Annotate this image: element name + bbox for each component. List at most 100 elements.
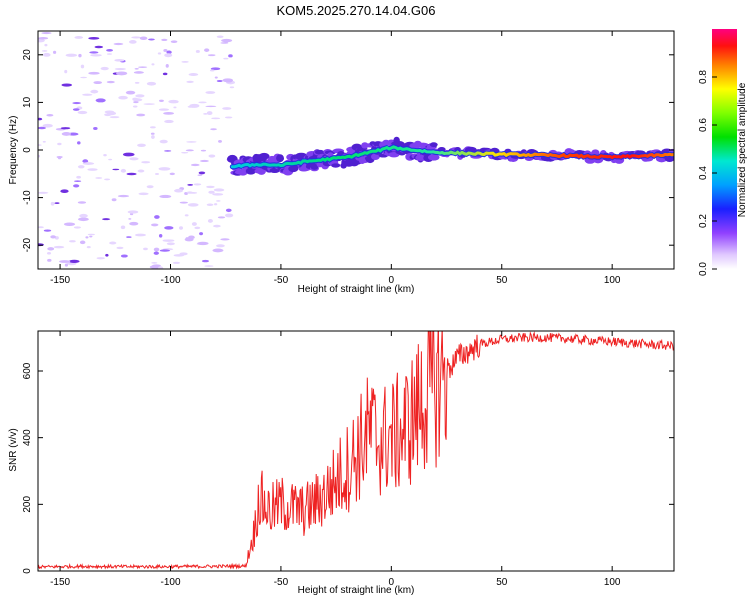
noise-blob [105, 253, 109, 257]
noise-blob [200, 149, 207, 152]
y-tick-label: 0 [22, 568, 33, 574]
noise-blob [216, 200, 221, 202]
noise-blob [172, 261, 181, 264]
noise-blob [64, 69, 68, 74]
noise-blob [127, 210, 139, 214]
noise-blob [163, 48, 168, 52]
noise-blob [154, 215, 160, 219]
noise-blob [191, 222, 197, 226]
noise-blob [73, 226, 81, 229]
signal-halo [427, 154, 440, 161]
signal-halo [331, 163, 341, 168]
noise-blob [190, 163, 200, 167]
noise-blob [88, 71, 100, 75]
noise-blob [68, 259, 80, 263]
noise-blob [126, 236, 132, 238]
noise-blob [77, 110, 88, 115]
noise-blob [100, 66, 109, 71]
noise-blob [116, 246, 124, 250]
noise-blob [214, 76, 218, 79]
noise-blob [61, 132, 72, 136]
noise-blob [72, 108, 80, 111]
noise-blob [95, 177, 103, 179]
noise-blob [50, 201, 55, 206]
x-tick-label: 100 [604, 275, 621, 286]
noise-blob [126, 172, 137, 176]
noise-blob [150, 132, 155, 135]
noise-blob [203, 113, 208, 115]
noise-blob [179, 226, 183, 230]
noise-blob [207, 54, 216, 57]
snr-ylabel: SNR (v/v) [8, 428, 19, 471]
noise-blob [107, 111, 117, 116]
noise-blob [38, 38, 45, 43]
noise-blob [224, 116, 233, 119]
noise-blob [184, 214, 189, 217]
noise-blob [82, 162, 95, 165]
x-tick-label: 100 [604, 577, 621, 588]
noise-blob [168, 99, 179, 104]
noise-blob [96, 257, 105, 260]
noise-blob [78, 217, 89, 222]
noise-blob [229, 86, 235, 89]
noise-blob [158, 266, 164, 269]
x-tick-label: -150 [50, 577, 70, 588]
colorbar-tick-label: 0.2 [698, 214, 709, 228]
noise-blob [103, 154, 107, 157]
noise-blob [59, 260, 71, 263]
noise-blob [85, 236, 89, 239]
noise-blob [204, 48, 210, 52]
noise-blob [137, 143, 146, 147]
noise-blob [57, 156, 62, 160]
noise-blob [150, 223, 159, 227]
noise-blob [187, 184, 194, 186]
noise-blob [162, 72, 168, 76]
noise-blob [60, 127, 71, 130]
noise-blob [208, 190, 215, 194]
x-tick-label: 0 [389, 275, 395, 286]
noise-blob [136, 113, 146, 117]
noise-blob [57, 142, 62, 146]
noise-blob [186, 191, 194, 194]
noise-blob [154, 172, 160, 175]
noise-blob [197, 174, 203, 176]
noise-blob [148, 38, 155, 41]
signal-halo [361, 142, 369, 149]
noise-blob [133, 71, 144, 74]
noise-blob [38, 191, 49, 194]
spectrogram-xlabel: Height of straight line (km) [298, 284, 415, 295]
y-tick-label: 200 [22, 496, 33, 513]
noise-blob [137, 169, 145, 173]
noise-blob [205, 105, 217, 108]
noise-blob [164, 150, 172, 152]
noise-blob [211, 117, 221, 120]
spectrogram-content [38, 32, 674, 269]
noise-blob [164, 226, 174, 230]
noise-blob [210, 128, 217, 131]
noise-blob [38, 36, 49, 40]
x-tick-label: -100 [160, 577, 180, 588]
noise-blob [151, 262, 158, 264]
noise-blob [188, 73, 199, 76]
noise-blob [143, 103, 155, 105]
noise-blob [104, 178, 111, 181]
noise-blob [41, 50, 48, 52]
noise-blob [162, 239, 175, 242]
noise-blob [213, 224, 221, 228]
snr-series-line [38, 331, 674, 570]
noise-blob [120, 254, 128, 258]
noise-blob [114, 58, 125, 62]
noise-blob [179, 201, 188, 204]
noise-blob [38, 117, 43, 121]
noise-blob [65, 53, 78, 57]
noise-blob [120, 168, 127, 173]
noise-blob [159, 194, 172, 199]
snr-panel: -150 -100 -50 0 50 100 0 200 400 600 Height of s… [8, 330, 675, 596]
noise-blob [186, 80, 194, 83]
noise-blob [225, 208, 232, 213]
noise-blob [141, 161, 151, 164]
noise-blob [93, 126, 98, 130]
noise-blob [38, 243, 44, 247]
noise-blob [53, 245, 65, 249]
